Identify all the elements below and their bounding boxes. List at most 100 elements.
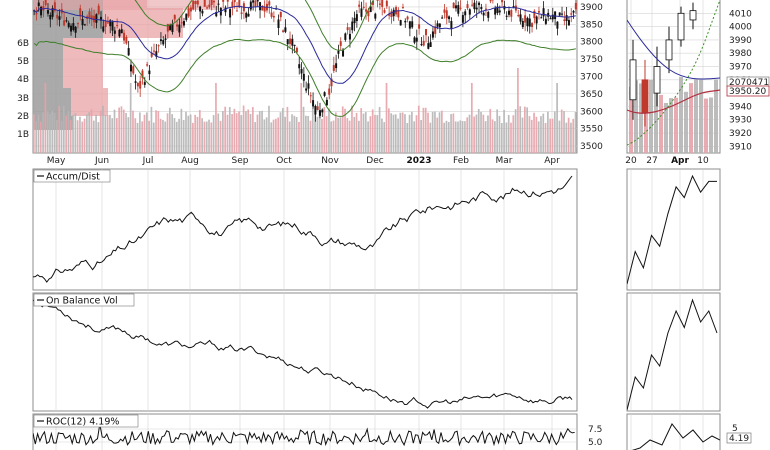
- price-candle: [537, 10, 540, 13]
- volume-bar: [553, 111, 556, 153]
- volume-bar: [60, 120, 63, 153]
- price-candle: [459, 7, 462, 9]
- price-candle: [42, 6, 45, 11]
- price-candle: [63, 20, 66, 26]
- bollinger-lower-line: [33, 38, 576, 117]
- volume-bar: [201, 118, 203, 153]
- price-candle: [521, 20, 524, 28]
- price-candle: [535, 16, 538, 24]
- zoom-obv-line: [627, 298, 718, 411]
- volume-bar: [332, 120, 335, 153]
- month-label: Aug: [181, 156, 199, 166]
- volume-bar: [157, 111, 160, 153]
- vbp-bar-red: [103, 8, 183, 38]
- price-candle: [425, 29, 428, 36]
- volume-bar: [461, 120, 464, 153]
- zoom-roc-tick-label: 5: [732, 424, 738, 434]
- volume-bar: [44, 83, 47, 153]
- volume-bar: [132, 110, 134, 153]
- zoom-volume-bar: [659, 94, 663, 153]
- price-candle: [291, 38, 294, 46]
- zoom-date-label: 10: [697, 156, 709, 166]
- volume-bar: [367, 121, 369, 153]
- volume-bar: [470, 83, 473, 153]
- price-candle: [49, 15, 52, 20]
- price-candle: [229, 9, 232, 18]
- zoom-roc-panel-frame: [626, 413, 721, 450]
- price-candle: [263, 6, 266, 12]
- price-candle: [56, 14, 59, 19]
- price-candle: [70, 25, 73, 32]
- price-candle: [367, 10, 370, 17]
- price-candle: [127, 48, 130, 56]
- volume-bar: [35, 120, 38, 153]
- price-candle: [53, 2, 56, 11]
- volume-bar: [422, 107, 425, 153]
- price-candle: [261, 6, 264, 11]
- volume-bar: [189, 114, 192, 153]
- price-candle: [249, 1, 252, 10]
- volume-bar: [261, 110, 263, 153]
- volume-bar: [270, 122, 273, 153]
- volume-bar: [514, 109, 517, 153]
- volume-bar: [415, 115, 418, 153]
- volume-bar: [178, 118, 180, 153]
- price-candle: [284, 27, 287, 32]
- volume-bar: [141, 121, 144, 153]
- volume-bar: [245, 111, 247, 153]
- price-candle: [164, 38, 167, 40]
- axis-labels: 3900 3850 3800 3750 3700 3650 3600 3550 3500 May J…: [17, 3, 752, 448]
- accum-dist-line: [33, 175, 573, 283]
- price-tick-label: 3700: [580, 73, 603, 83]
- price-candle: [129, 64, 132, 72]
- volume-bar: [417, 105, 420, 153]
- price-candle: [268, 1, 271, 6]
- volume-bar: [125, 113, 127, 153]
- volume-bar: [129, 83, 132, 153]
- volume-bar: [404, 114, 406, 153]
- volume-bar: [88, 112, 91, 153]
- volume-bar: [39, 121, 42, 153]
- price-candle: [40, 6, 43, 16]
- price-candle: [166, 24, 169, 32]
- zoom-upper-line: [627, 19, 720, 80]
- volume-bar: [231, 114, 233, 153]
- volume-bar: [247, 109, 250, 153]
- volume-bar: [401, 112, 404, 153]
- volume-bar: [293, 115, 296, 153]
- volume-bar: [397, 118, 399, 153]
- price-candle: [397, 10, 400, 18]
- zoom-accum-dist-line: [627, 174, 717, 285]
- price-candle: [570, 13, 573, 15]
- accum-dist-panel-frame: [32, 168, 578, 291]
- vbp-bar-red: [63, 63, 103, 88]
- price-candle: [519, 14, 522, 22]
- price-candle: [79, 8, 82, 17]
- price-candle: [312, 100, 315, 107]
- month-label: Oct: [276, 156, 292, 166]
- volume-bar: [371, 109, 374, 153]
- price-candle: [226, 0, 229, 2]
- price-candle: [305, 88, 308, 91]
- volume-bar: [378, 107, 381, 153]
- volume-bar: [535, 116, 538, 153]
- volume-bar: [408, 114, 411, 153]
- price-candle: [441, 17, 444, 19]
- volume-bar: [152, 122, 155, 153]
- volume-bar: [330, 121, 333, 153]
- volume-bar: [295, 117, 298, 153]
- price-candle: [328, 88, 331, 95]
- volume-bar: [411, 111, 413, 153]
- volume-bar: [500, 122, 503, 153]
- roc-last-flag: [726, 432, 752, 444]
- zoom-volume-bar: [629, 87, 633, 153]
- price-candle: [508, 10, 510, 15]
- volume-bar: [337, 118, 339, 153]
- price-candle: [194, 1, 197, 5]
- price-candle: [353, 17, 356, 24]
- price-candle: [512, 6, 515, 8]
- volume-bar: [150, 106, 153, 153]
- price-candle: [104, 21, 107, 28]
- price-candle: [162, 40, 165, 45]
- volume-bar: [570, 122, 572, 153]
